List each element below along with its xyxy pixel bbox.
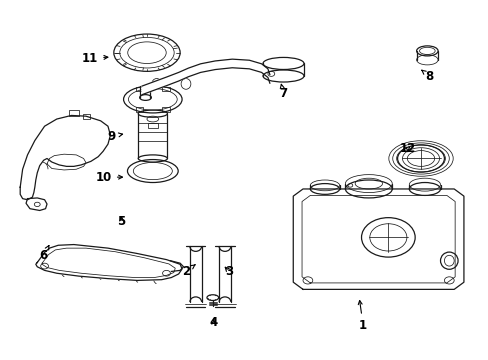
Polygon shape [20,116,110,200]
Bar [135,87,143,91]
Text: 2: 2 [182,265,195,278]
Bar [82,114,90,119]
Text: 8: 8 [421,69,432,82]
Text: 1: 1 [358,301,366,332]
Polygon shape [293,189,463,289]
Text: 4: 4 [209,316,218,329]
Polygon shape [36,244,182,280]
Bar [69,110,79,116]
Text: 6: 6 [40,246,49,262]
Polygon shape [142,59,269,95]
Text: 11: 11 [82,51,108,64]
Polygon shape [26,198,47,211]
Bar [135,107,143,112]
Text: 5: 5 [117,215,125,228]
Bar [162,87,170,91]
Text: 7: 7 [279,84,287,100]
Text: 10: 10 [96,171,122,184]
Text: 9: 9 [107,130,122,143]
Text: 3: 3 [224,265,233,278]
Text: 12: 12 [399,142,415,155]
Bar [148,123,158,128]
Bar [162,107,170,112]
